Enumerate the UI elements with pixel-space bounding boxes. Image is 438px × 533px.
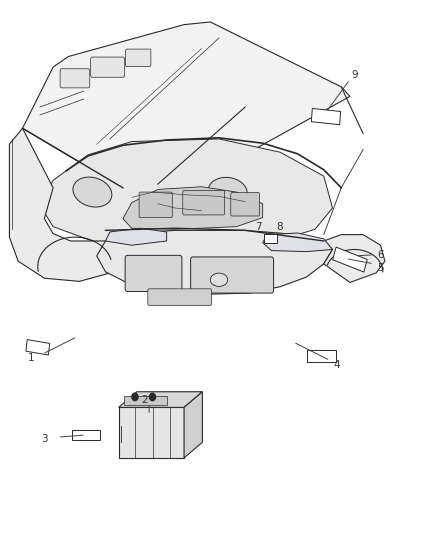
Text: 9: 9: [351, 70, 358, 80]
Bar: [333, 247, 367, 272]
FancyBboxPatch shape: [231, 192, 260, 216]
FancyBboxPatch shape: [148, 289, 212, 305]
Bar: [72, 430, 100, 440]
FancyBboxPatch shape: [191, 257, 274, 293]
Polygon shape: [10, 128, 132, 281]
Text: 8: 8: [276, 222, 283, 232]
Polygon shape: [106, 228, 166, 245]
Bar: [307, 350, 336, 362]
Ellipse shape: [210, 273, 228, 286]
Polygon shape: [184, 392, 202, 458]
Text: 7: 7: [255, 222, 261, 232]
Bar: [119, 407, 184, 458]
Text: 4: 4: [334, 360, 340, 370]
Polygon shape: [40, 139, 332, 248]
Polygon shape: [22, 22, 350, 188]
Polygon shape: [324, 235, 385, 282]
Polygon shape: [123, 187, 263, 229]
Bar: [26, 340, 50, 355]
FancyBboxPatch shape: [124, 396, 166, 405]
Text: 6: 6: [377, 250, 384, 260]
FancyBboxPatch shape: [125, 255, 182, 292]
Polygon shape: [119, 392, 202, 407]
Circle shape: [149, 393, 155, 401]
FancyBboxPatch shape: [60, 69, 90, 88]
Text: 5: 5: [377, 263, 384, 272]
Polygon shape: [263, 233, 332, 252]
Text: 3: 3: [41, 434, 48, 445]
Bar: [265, 233, 277, 243]
Ellipse shape: [208, 177, 247, 207]
Ellipse shape: [73, 177, 112, 207]
Bar: [311, 108, 341, 125]
Text: 1: 1: [28, 353, 35, 363]
FancyBboxPatch shape: [139, 192, 172, 217]
Polygon shape: [97, 230, 332, 294]
FancyBboxPatch shape: [91, 57, 125, 77]
FancyBboxPatch shape: [126, 49, 151, 67]
Circle shape: [132, 393, 138, 401]
FancyBboxPatch shape: [183, 190, 225, 215]
Text: 2: 2: [141, 395, 148, 406]
